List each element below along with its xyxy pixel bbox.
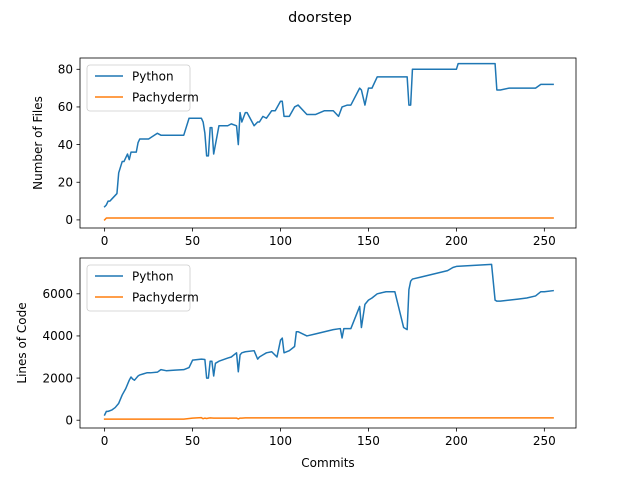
y-tick-label: 0	[65, 414, 73, 428]
legend-label-python: Python	[132, 69, 174, 83]
legend-label-pachyderm: Pachyderm	[132, 290, 199, 304]
x-tick-label: 200	[445, 434, 468, 448]
x-tick-label: 0	[101, 434, 109, 448]
y-tick-label: 2000	[42, 371, 73, 385]
x-tick-label: 100	[269, 234, 292, 248]
x-tick-label: 50	[185, 434, 200, 448]
x-tick-label: 200	[445, 234, 468, 248]
series-line-pachyderm	[103, 416, 554, 420]
y-tick-label: 80	[58, 63, 73, 77]
legend: Python Pachyderm	[86, 264, 199, 312]
files-subplot: 0 50 100 150 200 250 0 20 40 60 80 Number of Files P…	[31, 57, 577, 248]
y-axis-label: Lines of Code	[15, 302, 29, 383]
x-tick-label: 150	[357, 234, 380, 248]
y-tick-label: 0	[65, 213, 73, 227]
y-tick-label: 20	[58, 176, 73, 190]
figure-title: doorstep	[288, 10, 352, 26]
series-line-python	[103, 62, 554, 208]
x-tick-label: 250	[533, 434, 556, 448]
legend-label-pachyderm: Pachyderm	[132, 90, 199, 104]
y-tick-label: 6000	[42, 287, 73, 301]
x-tick-label: 50	[185, 234, 200, 248]
axes-frame	[79, 57, 577, 229]
series-line-pachyderm	[103, 217, 554, 221]
x-tick-label: 150	[357, 434, 380, 448]
loc-subplot: 0 50 100 150 200 250 0 2000 4000 6000 Lines of Cod…	[15, 257, 577, 470]
x-tick-label: 100	[269, 434, 292, 448]
x-tick-label: 0	[101, 234, 109, 248]
legend-label-python: Python	[132, 269, 174, 283]
series-line-python	[103, 263, 554, 416]
y-tick-label: 40	[58, 138, 73, 152]
y-axis-label: Number of Files	[31, 96, 45, 190]
y-tick-label: 60	[58, 100, 73, 114]
x-axis-label: Commits	[301, 456, 354, 470]
axes-frame	[79, 257, 577, 429]
y-tick-label: 4000	[42, 329, 73, 343]
legend: Python Pachyderm	[86, 64, 199, 112]
x-tick-label: 250	[533, 234, 556, 248]
